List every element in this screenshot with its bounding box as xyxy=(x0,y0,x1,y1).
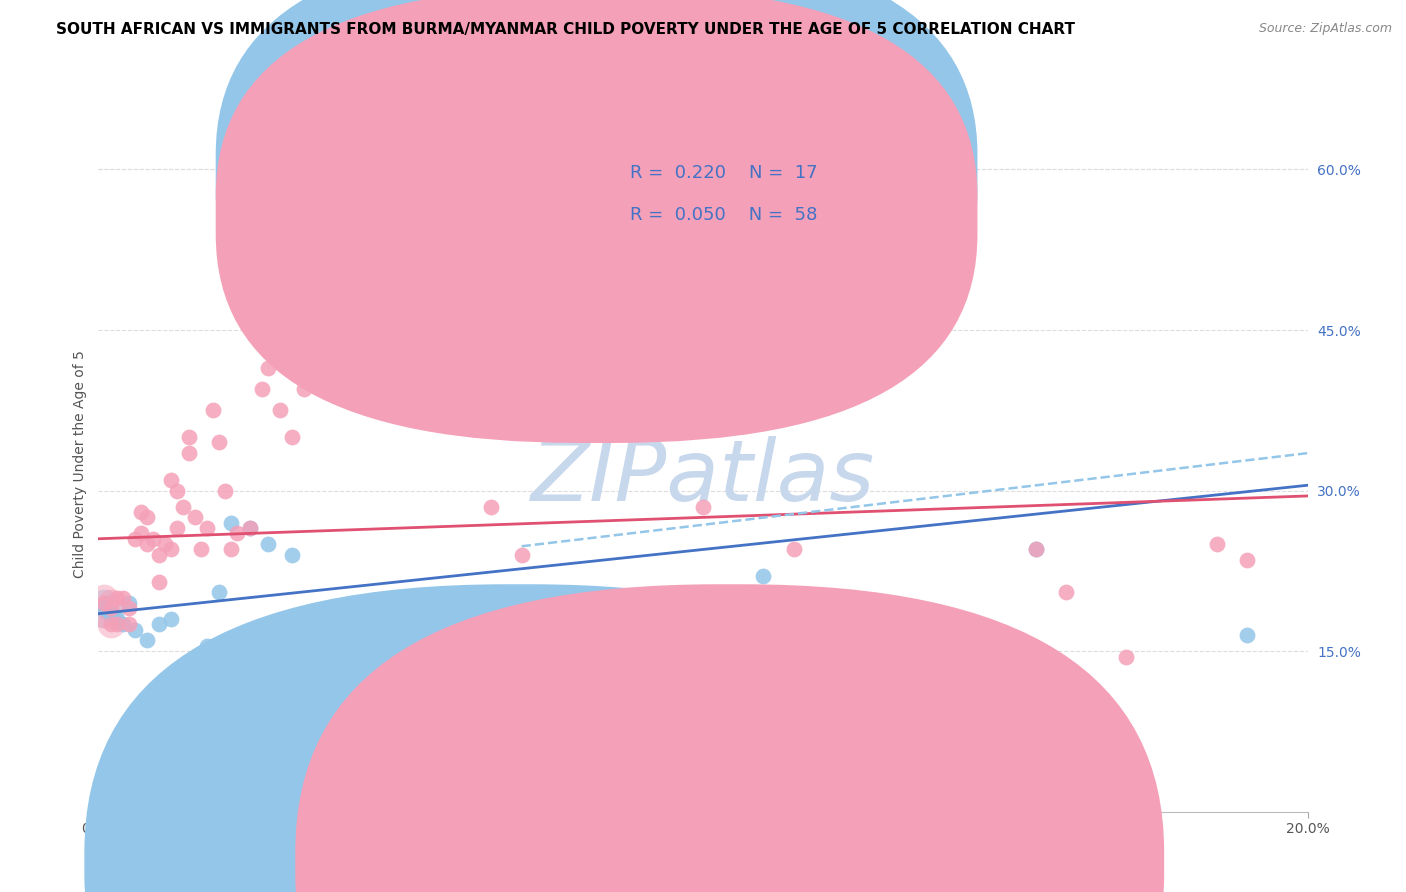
Point xyxy=(184,510,207,524)
Point xyxy=(1115,649,1137,664)
Point xyxy=(1024,542,1046,557)
Point xyxy=(160,612,183,626)
Point xyxy=(329,232,352,246)
Point xyxy=(118,617,141,632)
Point xyxy=(1236,628,1258,642)
Point xyxy=(179,430,201,444)
Point xyxy=(160,542,183,557)
Point xyxy=(190,542,212,557)
Point xyxy=(256,537,278,551)
Point xyxy=(105,612,128,626)
Text: SOUTH AFRICAN VS IMMIGRANTS FROM BURMA/MYANMAR CHILD POVERTY UNDER THE AGE OF 5 : SOUTH AFRICAN VS IMMIGRANTS FROM BURMA/M… xyxy=(56,22,1076,37)
Point xyxy=(118,596,141,610)
Point xyxy=(93,607,115,621)
Text: R =  0.050    N =  58: R = 0.050 N = 58 xyxy=(630,206,818,224)
Point xyxy=(202,403,225,417)
Point xyxy=(752,569,775,583)
Point xyxy=(250,382,273,396)
Point xyxy=(195,639,218,653)
Point xyxy=(100,601,122,615)
Point xyxy=(723,617,745,632)
Point xyxy=(142,532,165,546)
Point xyxy=(1236,553,1258,567)
Point xyxy=(752,617,775,632)
Point xyxy=(93,607,115,621)
Point xyxy=(129,505,152,519)
Point xyxy=(124,532,146,546)
Point xyxy=(179,446,201,460)
Point xyxy=(208,585,231,599)
Point xyxy=(93,591,115,605)
Point xyxy=(100,617,122,632)
Point xyxy=(166,483,188,498)
Point xyxy=(105,591,128,605)
Point xyxy=(873,703,896,717)
Point xyxy=(342,211,364,225)
Point xyxy=(148,617,170,632)
Point xyxy=(111,617,134,632)
Point xyxy=(481,500,503,514)
Text: Immigrants from Burma/Myanmar: Immigrants from Burma/Myanmar xyxy=(754,857,990,871)
Point xyxy=(214,483,236,498)
Point xyxy=(256,360,278,375)
Point xyxy=(281,430,304,444)
FancyBboxPatch shape xyxy=(553,158,890,262)
Point xyxy=(221,542,243,557)
Y-axis label: Child Poverty Under the Age of 5: Child Poverty Under the Age of 5 xyxy=(73,350,87,578)
Point xyxy=(239,521,262,535)
FancyBboxPatch shape xyxy=(215,0,977,443)
Point xyxy=(269,403,291,417)
Point xyxy=(179,655,201,669)
Point xyxy=(239,521,262,535)
Point xyxy=(195,521,218,535)
Point xyxy=(100,617,122,632)
Point xyxy=(105,617,128,632)
Point xyxy=(292,382,315,396)
Point xyxy=(100,601,122,615)
Point xyxy=(93,596,115,610)
Point xyxy=(813,649,835,664)
Point xyxy=(1024,542,1046,557)
Point xyxy=(160,473,183,487)
Text: R =  0.220    N =  17: R = 0.220 N = 17 xyxy=(630,164,818,182)
Point xyxy=(93,596,115,610)
Point xyxy=(571,628,593,642)
Point xyxy=(118,601,141,615)
Point xyxy=(153,537,176,551)
Point xyxy=(226,526,249,541)
Text: ZIPatlas: ZIPatlas xyxy=(531,436,875,519)
Point xyxy=(510,548,533,562)
Point xyxy=(221,516,243,530)
Point xyxy=(111,591,134,605)
Point xyxy=(135,633,157,648)
Point xyxy=(208,435,231,450)
Point xyxy=(135,537,157,551)
Point xyxy=(1054,585,1077,599)
Point xyxy=(692,500,714,514)
Point xyxy=(100,607,122,621)
Point xyxy=(129,526,152,541)
Point xyxy=(166,521,188,535)
Point xyxy=(692,591,714,605)
Point xyxy=(281,548,304,562)
Point xyxy=(783,542,806,557)
Point xyxy=(93,601,115,615)
Text: Source: ZipAtlas.com: Source: ZipAtlas.com xyxy=(1258,22,1392,36)
Point xyxy=(148,548,170,562)
FancyBboxPatch shape xyxy=(215,0,977,401)
Point xyxy=(1206,537,1229,551)
Text: South Africans: South Africans xyxy=(543,857,643,871)
Point xyxy=(305,339,328,353)
Point xyxy=(124,623,146,637)
Point xyxy=(172,500,194,514)
Point xyxy=(135,510,157,524)
Point xyxy=(100,596,122,610)
Point xyxy=(148,574,170,589)
